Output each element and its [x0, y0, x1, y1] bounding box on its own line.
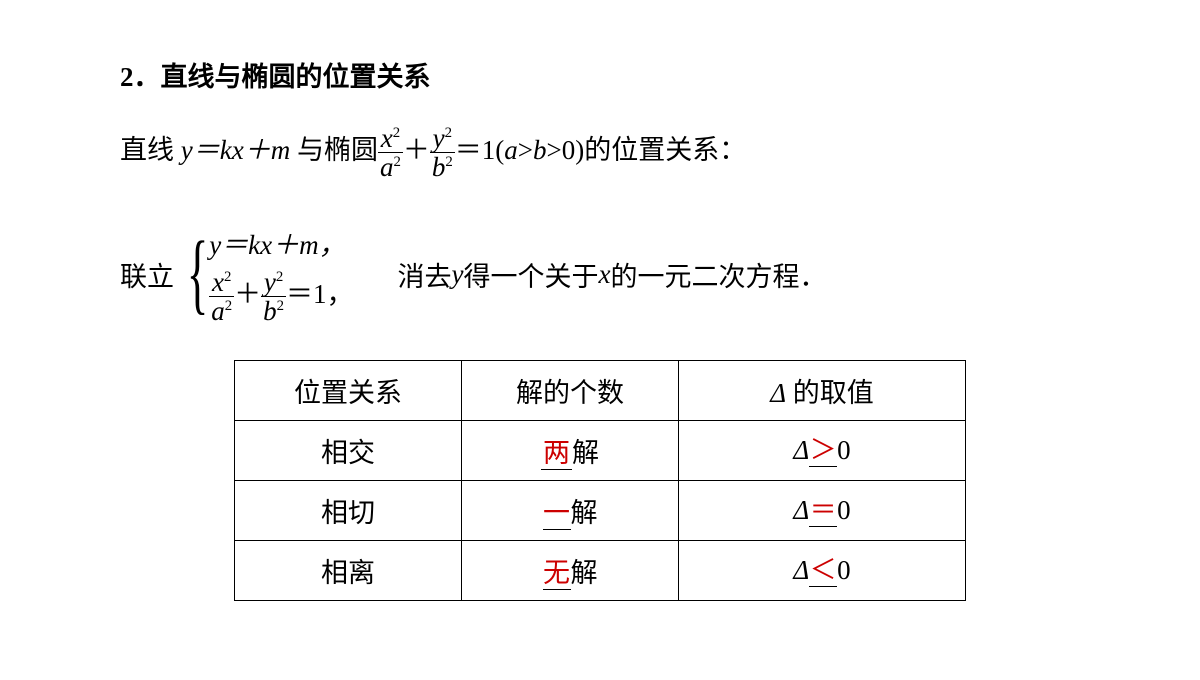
fraction-y2b2: y2b2 — [430, 124, 455, 182]
table-row: 相切 一解 Δ＝0 — [235, 481, 966, 541]
cell-delta: Δ＞0 — [679, 421, 966, 481]
answer-fill: ＞ — [810, 435, 837, 465]
jie-suffix: 解 — [571, 558, 598, 588]
lianli-label: 联立 — [120, 255, 174, 294]
intro-paragraph: 直线 y＝kx＋m 与椭圆x2a2＋y2b2＝1(a>b>0)的位置关系： — [120, 124, 1080, 182]
cell-delta: Δ＜0 — [679, 541, 966, 601]
header-cell-delta: Δ 的取值 — [679, 361, 966, 421]
cell-delta: Δ＝0 — [679, 481, 966, 541]
text: 的位置关系： — [584, 135, 746, 165]
table-header-row: 位置关系 解的个数 Δ 的取值 — [235, 361, 966, 421]
var-a: a — [504, 135, 518, 165]
delta-symbol: Δ — [770, 378, 786, 408]
elim-text-3: 的一元二次方程． — [611, 255, 827, 294]
gt-zero: >0) — [547, 135, 585, 165]
var-b: b — [432, 152, 446, 182]
var-a: a — [380, 152, 394, 182]
cell-relation: 相切 — [235, 481, 462, 541]
var-y: y — [452, 259, 464, 290]
zero: 0 — [837, 555, 851, 585]
cell-solutions: 一解 — [462, 481, 679, 541]
fraction-x2a2: x2a2 — [378, 124, 403, 182]
var-x: x — [381, 123, 393, 153]
var-a: a — [211, 296, 225, 326]
plus-sign: ＋ — [234, 279, 261, 309]
header-cell-relation: 位置关系 — [235, 361, 462, 421]
cell-relation: 相离 — [235, 541, 462, 601]
elim-text-1: 消去 — [398, 255, 452, 294]
elim-text-2: 得一个关于 — [464, 255, 599, 294]
zero: 0 — [837, 495, 851, 525]
var-x: x — [599, 259, 611, 290]
fraction-x2a2: x2a2 — [209, 268, 234, 326]
system-row-1: y＝kx＋m， — [209, 220, 353, 265]
eq-one: ＝1( — [455, 135, 505, 165]
heading-text: 直线与椭圆的位置关系 — [161, 62, 431, 92]
section-heading: 2．直线与椭圆的位置关系 — [120, 55, 1080, 94]
fraction-y2b2: y2b2 — [261, 268, 286, 326]
var-y: y — [264, 267, 276, 297]
heading-number: 2． — [120, 62, 161, 92]
cell-relation: 相交 — [235, 421, 462, 481]
var-y: y — [433, 123, 445, 153]
answer-fill: ＝ — [810, 495, 837, 525]
system-row-2: x2a2＋y2b2＝1， — [209, 265, 353, 329]
answer-fill: 一 — [543, 498, 570, 528]
left-brace-icon: { — [187, 238, 209, 310]
gt: > — [518, 135, 533, 165]
position-relation-table: 位置关系 解的个数 Δ 的取值 相交 两解 Δ＞0 相切 一解 Δ＝0 相离 无… — [234, 360, 966, 601]
answer-fill: ＜ — [810, 555, 837, 585]
table-row: 相交 两解 Δ＞0 — [235, 421, 966, 481]
cell-solutions: 无解 — [462, 541, 679, 601]
sys2-eq: ＝1， — [286, 279, 354, 309]
delta-symbol: Δ — [793, 555, 809, 585]
var-b: b — [263, 296, 277, 326]
answer-fill: 无 — [543, 558, 570, 588]
line-equation: y＝kx＋m — [181, 135, 290, 165]
table-row: 相离 无解 Δ＜0 — [235, 541, 966, 601]
jie-suffix: 解 — [572, 438, 599, 468]
plus-sign: ＋ — [403, 135, 430, 165]
var-x: x — [212, 267, 224, 297]
text: 与椭圆 — [290, 135, 378, 165]
answer-fill: 两 — [541, 439, 572, 469]
cell-solutions: 两解 — [462, 421, 679, 481]
delta-symbol: Δ — [793, 435, 809, 465]
jie-suffix: 解 — [571, 498, 598, 528]
zero: 0 — [837, 435, 851, 465]
text: 直线 — [120, 135, 181, 165]
system-paragraph: 联立 { y＝kx＋m， x2a2＋y2b2＝1， 消去 y 得一个关于 x 的… — [120, 220, 1080, 329]
delta-symbol: Δ — [793, 495, 809, 525]
var-b: b — [533, 135, 547, 165]
header-cell-solutions: 解的个数 — [462, 361, 679, 421]
equation-system: { y＝kx＋m， x2a2＋y2b2＝1， — [176, 220, 354, 329]
sys1-eq: y＝kx＋m， — [209, 230, 345, 260]
